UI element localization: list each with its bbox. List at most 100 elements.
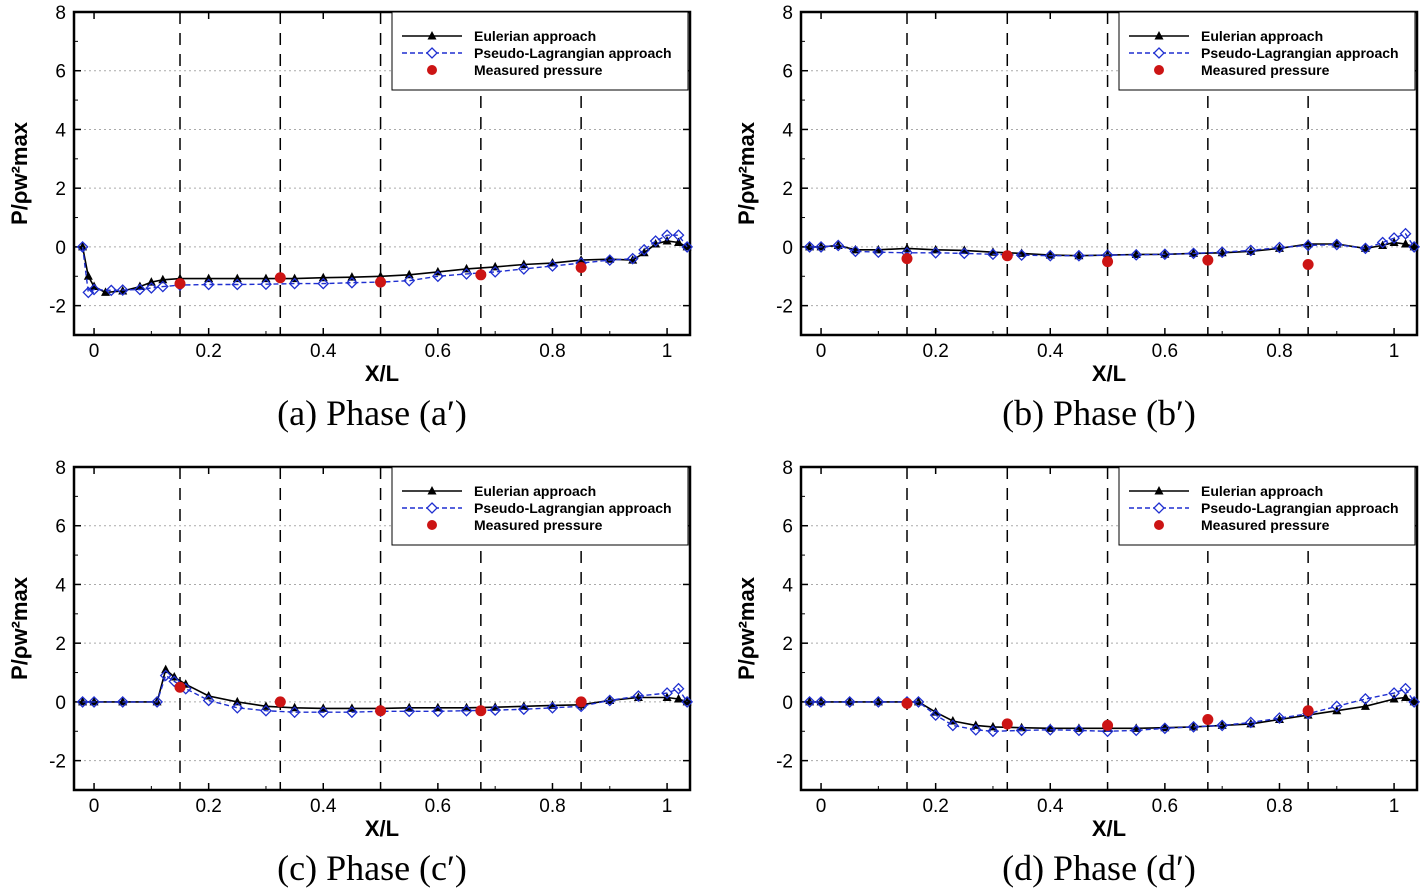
y-tick-label: 8 — [782, 458, 793, 479]
lagrangian-marker — [843, 695, 856, 708]
y-tick-label: -2 — [776, 297, 793, 318]
eulerian-marker — [1217, 720, 1227, 729]
series-measured — [901, 250, 1314, 271]
lagrangian-marker — [603, 694, 616, 707]
x-axis-label: X/L — [1092, 361, 1126, 386]
eulerian-marker — [1103, 250, 1113, 259]
eulerian-marker — [1045, 250, 1055, 259]
legend-measured-label: Measured pressure — [474, 62, 603, 78]
panel-caption: (a) Phase (a′) — [277, 393, 467, 433]
y-tick-label: -2 — [49, 297, 66, 318]
lagrangian-marker — [431, 270, 444, 283]
chart-panel-a: -2 0 2 4 6 8 0 0.2 0.4 0.6 0.8 1 X/L P/ρw²max Eulerian… — [7, 3, 694, 433]
x-tick-label: 0 — [816, 796, 827, 817]
lagrangian-marker — [672, 682, 685, 695]
x-tick-label: 0 — [816, 341, 827, 362]
lagrangian-marker — [489, 265, 502, 278]
lagrangian-marker — [1216, 246, 1229, 259]
eulerian-marker — [78, 241, 88, 251]
y-axis-label: P/ρw²max — [734, 576, 759, 680]
lagrangian-marker — [82, 286, 95, 299]
lagrangian-marker — [1158, 248, 1171, 261]
legend-measured-marker — [427, 65, 437, 75]
lagrangian-marker — [489, 704, 502, 717]
eulerian-marker — [605, 695, 615, 704]
x-tick-label: 1 — [1389, 341, 1400, 362]
lagrangian-marker — [638, 243, 651, 256]
eulerian-marker — [805, 696, 815, 706]
series-eulerian — [78, 664, 692, 712]
x-tick-label: 0.6 — [1152, 341, 1178, 362]
measured-point — [1202, 254, 1214, 266]
eulerian-marker — [547, 258, 557, 267]
lagrangian-marker — [603, 254, 616, 267]
lagrangian-marker — [260, 704, 272, 717]
eulerian-marker — [490, 702, 500, 711]
eulerian-marker — [101, 287, 111, 296]
x-tick-label: 0.2 — [922, 341, 948, 362]
plot-frame — [799, 465, 1419, 792]
lagrangian-marker — [231, 701, 244, 714]
lagrangian-marker — [912, 695, 925, 708]
lagrangian-marker — [1244, 716, 1257, 729]
lagrangian-line — [82, 674, 688, 713]
x-tick-label: 1 — [662, 341, 673, 362]
lagrangian-marker — [1158, 722, 1171, 735]
lagrangian-line — [81, 234, 688, 294]
y-tick-label: 4 — [55, 120, 66, 141]
lagrangian-marker — [803, 695, 816, 708]
eulerian-marker — [78, 696, 88, 706]
lagrangian-marker — [1408, 240, 1421, 253]
y-axis-label: P/ρw²max — [7, 576, 32, 680]
series-measured — [901, 697, 1314, 731]
series-eulerian — [78, 236, 692, 296]
eulerian-marker — [674, 237, 684, 247]
eulerian-marker — [1389, 237, 1399, 247]
measured-point — [274, 272, 286, 284]
lagrangian-marker — [288, 706, 301, 719]
plot-frame — [72, 465, 692, 792]
lagrangian-marker — [987, 248, 999, 261]
eulerian-marker — [1378, 240, 1388, 249]
y-tick-label: 6 — [55, 62, 66, 83]
y-tick-label: 0 — [55, 238, 66, 259]
legend-eulerian-label: Eulerian approach — [1201, 28, 1323, 44]
chart-panel-c: -2 0 2 4 6 8 0 0.2 0.4 0.6 0.8 1 X/L P/ρw²max Eulerian… — [7, 458, 694, 888]
measured-point — [901, 253, 913, 265]
legend-measured-marker — [1154, 65, 1164, 75]
eulerian-marker — [805, 241, 815, 251]
lagrangian-marker — [661, 229, 673, 242]
series-pseudo-lagrangian — [803, 227, 1421, 262]
eulerian-marker — [1401, 238, 1411, 248]
x-tick-label: 0.4 — [310, 796, 337, 817]
y-tick-label: 4 — [55, 575, 66, 596]
eulerian-marker — [576, 255, 586, 264]
lagrangian-marker — [958, 247, 971, 260]
legend-eulerian-marker — [1154, 31, 1164, 40]
measured-point — [1001, 250, 1013, 262]
legend-eulerian-marker — [1154, 486, 1164, 495]
y-tick-label: 6 — [782, 62, 793, 83]
lagrangian-marker — [1273, 241, 1286, 254]
eulerian-marker — [1409, 241, 1419, 251]
lagrangian-marker — [76, 695, 89, 708]
y-tick-label: 4 — [782, 120, 793, 141]
measured-point — [575, 261, 587, 273]
lagrangian-marker — [649, 235, 662, 247]
y-tick-label: -2 — [776, 752, 793, 773]
lagrangian-marker — [929, 246, 942, 259]
eulerian-marker — [89, 696, 99, 706]
eulerian-marker — [1360, 701, 1370, 710]
eulerian-marker — [1160, 249, 1170, 258]
x-tick-label: 0.8 — [539, 796, 565, 817]
eulerian-marker — [547, 700, 557, 709]
eulerian-marker — [816, 241, 826, 251]
lagrangian-marker — [872, 695, 885, 708]
eulerian-marker — [1409, 696, 1419, 706]
lagrangian-marker — [661, 687, 673, 700]
eulerian-marker — [347, 272, 357, 281]
measured-point — [901, 697, 913, 709]
lagrangian-marker — [145, 282, 158, 294]
eulerian-marker — [873, 244, 883, 254]
